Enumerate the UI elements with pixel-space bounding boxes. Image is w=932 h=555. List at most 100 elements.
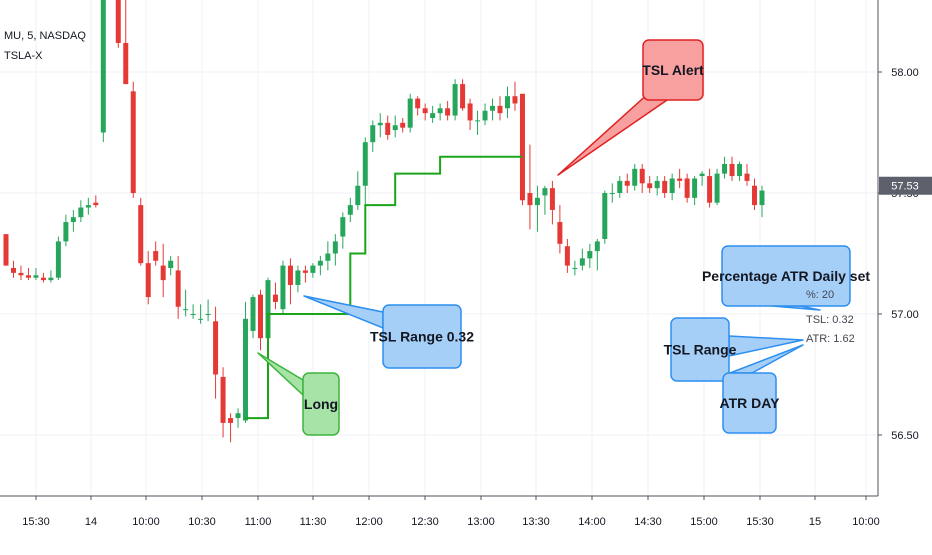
- last-price-badge: [879, 176, 932, 195]
- x-tick-label: 12:00: [355, 516, 383, 528]
- candle-body: [482, 110, 488, 121]
- candle-body: [183, 309, 189, 311]
- candle-body: [280, 265, 286, 310]
- trailing-stop-path: [245, 155, 523, 420]
- candle-body: [355, 185, 361, 206]
- candle-body: [632, 168, 638, 186]
- candle-body: [100, 0, 106, 133]
- candle-body: [93, 202, 99, 206]
- candle-body: [684, 178, 690, 198]
- x-tick-label: 15: [809, 516, 821, 528]
- candle-body: [452, 84, 458, 116]
- candle-body: [70, 217, 76, 223]
- x-tick-label: 12:30: [411, 516, 439, 528]
- x-tick-label: 10:00: [852, 516, 880, 528]
- candle-body: [198, 318, 204, 320]
- candle-body: [190, 314, 196, 315]
- long-callout-box: [302, 372, 340, 436]
- candle-body: [40, 277, 46, 281]
- tsl-range-callout: TSL Range 0.32: [303, 295, 474, 369]
- info-label: TSL: 0.32: [806, 314, 854, 326]
- candle-body: [160, 265, 166, 281]
- candle-body: [48, 277, 54, 281]
- callouts: TSL Alert Long TSL Range 0.32 Percentage AT…: [257, 39, 870, 436]
- candle-body: [579, 258, 585, 266]
- y-tick-label: 57.00: [891, 309, 919, 321]
- candle-body: [175, 270, 181, 307]
- tsl-range-short-callout-box: [670, 317, 730, 382]
- candle-body: [392, 125, 398, 131]
- candle-body: [220, 376, 226, 423]
- candle-body: [662, 180, 668, 193]
- x-tick-label: 13:00: [467, 516, 495, 528]
- candle-body: [587, 251, 593, 259]
- candle-body: [317, 260, 323, 266]
- candle-body: [647, 183, 653, 189]
- tsl-range-short-callout: TSL Range: [664, 317, 804, 382]
- candle-body: [557, 222, 563, 244]
- x-tick-label: 15:30: [746, 516, 774, 528]
- candle-body: [430, 113, 436, 118]
- candle-body: [400, 122, 406, 128]
- candle-body: [123, 42, 129, 85]
- x-tick-label: 15:30: [22, 516, 50, 528]
- candle-body: [669, 178, 675, 193]
- candle-body: [699, 173, 705, 177]
- candle-body: [707, 176, 713, 203]
- candle-body: [145, 263, 151, 298]
- candle-body: [445, 108, 451, 116]
- last-price-label: 57.53: [891, 181, 919, 193]
- candle-body: [542, 188, 548, 196]
- candle-body: [78, 207, 84, 218]
- candle-body: [302, 270, 308, 273]
- y-tick-label: 56.50: [891, 430, 919, 442]
- candles: [3, 0, 765, 443]
- candle-body: [752, 185, 757, 206]
- symbol-title: MU, 5, NASDAQ: [4, 30, 86, 42]
- candle-body: [25, 275, 31, 278]
- candle-body: [407, 98, 413, 128]
- tsl-range-short-callout-pointer: [728, 335, 804, 357]
- candle-body: [228, 418, 234, 423]
- tsl-range-callout-pointer: [303, 295, 384, 329]
- candle-body: [512, 96, 518, 104]
- candle-body: [549, 188, 555, 210]
- candle-body: [130, 91, 136, 193]
- candle-body: [205, 314, 211, 315]
- candle-body: [572, 268, 578, 270]
- candle-body: [504, 96, 510, 109]
- candle-body: [370, 125, 376, 143]
- candle-body: [385, 122, 391, 135]
- candle-body: [250, 297, 256, 331]
- x-tick-label: 10:30: [188, 516, 216, 528]
- tsl-range-callout-text: TSL Range 0.32: [370, 329, 474, 345]
- long-callout: Long: [257, 352, 340, 436]
- candle-body: [617, 180, 623, 193]
- x-tick-label: 13:30: [522, 516, 550, 528]
- candle-body: [287, 265, 293, 285]
- tsl-alert-callout-pointer: [557, 91, 671, 176]
- x-tick-label: 10:00: [132, 516, 160, 528]
- candle-body: [138, 205, 144, 264]
- pct-atr-callout-text: Percentage ATR Daily set: [702, 268, 870, 284]
- candle-body: [602, 193, 608, 239]
- candle-body: [609, 193, 615, 194]
- candle-body: [325, 253, 331, 261]
- x-tick-label: 11:00: [245, 516, 272, 528]
- tsl-range-callout-box: [382, 304, 462, 369]
- candle-body: [654, 180, 660, 189]
- candle-body: [235, 413, 241, 419]
- long-callout-pointer: [257, 352, 304, 396]
- trailing-stop-line: [245, 155, 523, 420]
- x-tick-label: 15:00: [690, 516, 718, 528]
- candle-body: [55, 241, 61, 278]
- candle-body: [213, 321, 219, 375]
- candle-body: [310, 265, 316, 273]
- candle-body: [422, 108, 428, 114]
- candle-body: [490, 105, 496, 111]
- candle-body: [168, 260, 174, 269]
- pct-atr-callout: Percentage ATR Daily set: [702, 245, 870, 311]
- candle-body: [415, 98, 421, 109]
- candle-body: [519, 93, 525, 201]
